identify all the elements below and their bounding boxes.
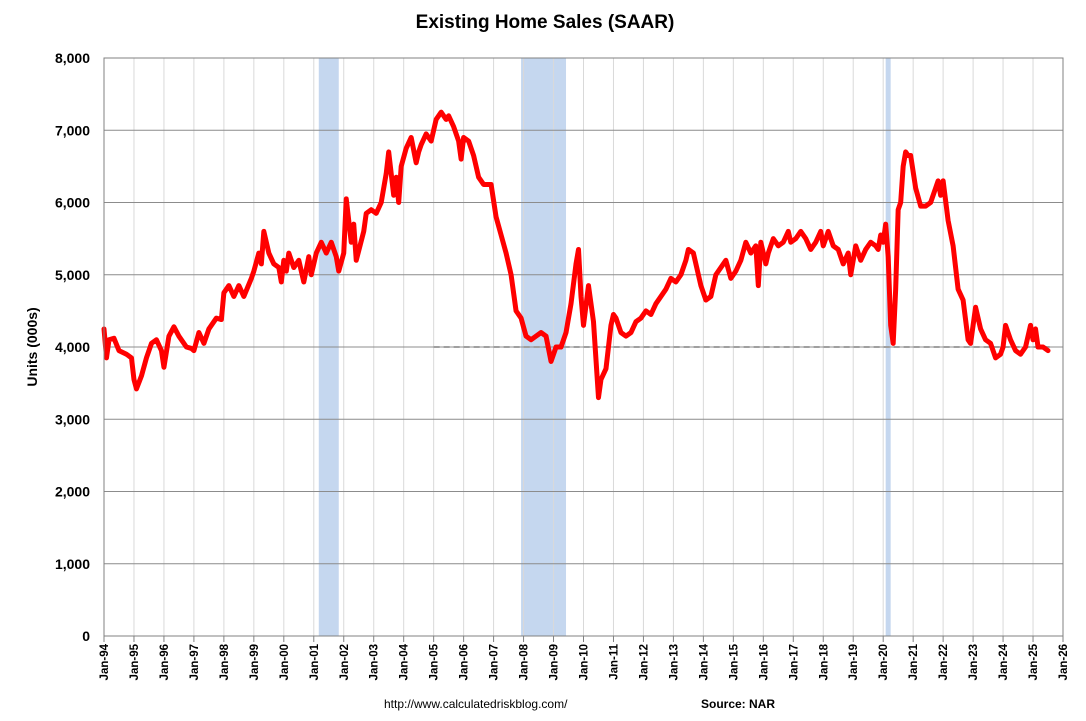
x-tick-label: Jan-99 bbox=[249, 644, 261, 680]
x-tick-label: Jan-24 bbox=[998, 643, 1010, 680]
y-tick-label: 7,000 bbox=[55, 122, 90, 138]
x-tick-label: Jan-12 bbox=[638, 644, 650, 680]
x-tick-label: Jan-09 bbox=[549, 644, 561, 680]
x-tick-label: Jan-04 bbox=[399, 643, 411, 680]
existing-home-sales-line bbox=[101, 109, 1051, 401]
chart-title: Existing Home Sales (SAAR) bbox=[416, 12, 675, 33]
x-tick-label: Jan-25 bbox=[1028, 643, 1040, 680]
x-tick-label: Jan-14 bbox=[698, 643, 710, 680]
x-axis-ticks: Jan-94 Jan-95 Jan-96 Jan-97 Jan-98 Jan-99 Jan-… bbox=[99, 636, 1070, 680]
x-tick-label: Jan-18 bbox=[818, 643, 830, 680]
y-tick-label: 1,000 bbox=[55, 556, 90, 572]
y-tick-label: 6,000 bbox=[55, 195, 90, 211]
x-tick-label: Jan-97 bbox=[189, 644, 201, 680]
x-tick-label: Jan-20 bbox=[878, 644, 890, 680]
x-tick-label: Jan-26 bbox=[1058, 644, 1070, 680]
x-tick-label: Jan-21 bbox=[908, 643, 920, 680]
y-tick-label: 2,000 bbox=[55, 484, 90, 500]
x-tick-label: Jan-22 bbox=[938, 644, 950, 680]
x-tick-label: Jan-23 bbox=[968, 644, 980, 680]
x-tick-label: Jan-95 bbox=[129, 643, 141, 680]
x-tick-label: Jan-96 bbox=[159, 644, 171, 680]
x-tick-label: Jan-15 bbox=[728, 643, 740, 680]
x-tick-label: Jan-11 bbox=[608, 643, 620, 679]
x-tick-label: Jan-03 bbox=[369, 644, 381, 680]
y-tick-label: 4,000 bbox=[55, 339, 90, 355]
x-tick-label: Jan-10 bbox=[579, 644, 591, 680]
x-tick-label: Jan-08 bbox=[519, 643, 531, 680]
y-axis-label: Units (000s) bbox=[24, 307, 40, 386]
x-tick-label: Jan-13 bbox=[668, 644, 680, 680]
x-tick-label: Jan-05 bbox=[429, 643, 441, 680]
x-tick-label: Jan-16 bbox=[758, 644, 770, 680]
gridlines bbox=[103, 57, 1064, 637]
y-tick-label: 3,000 bbox=[55, 411, 90, 427]
footer-source: Source: NAR bbox=[701, 697, 775, 711]
x-tick-label: Jan-00 bbox=[279, 644, 291, 680]
x-tick-label: Jan-06 bbox=[459, 644, 471, 680]
x-tick-label: Jan-19 bbox=[848, 644, 860, 680]
x-tick-label: Jan-01 bbox=[309, 643, 321, 680]
x-tick-label: Jan-02 bbox=[339, 644, 351, 680]
footer-url: http://www.calculatedriskblog.com/ bbox=[384, 697, 568, 711]
y-tick-label: 8,000 bbox=[55, 50, 90, 66]
y-tick-label: 0 bbox=[82, 628, 90, 644]
x-tick-label: Jan-07 bbox=[489, 644, 501, 680]
x-tick-label: Jan-98 bbox=[219, 643, 231, 680]
y-tick-label: 5,000 bbox=[55, 267, 90, 283]
x-tick-label: Jan-17 bbox=[788, 644, 800, 680]
y-axis-ticks: 0 1,000 2,000 3,000 4,000 5,000 6,000 7,000 8,00… bbox=[55, 50, 90, 644]
x-tick-label: Jan-94 bbox=[99, 643, 111, 680]
